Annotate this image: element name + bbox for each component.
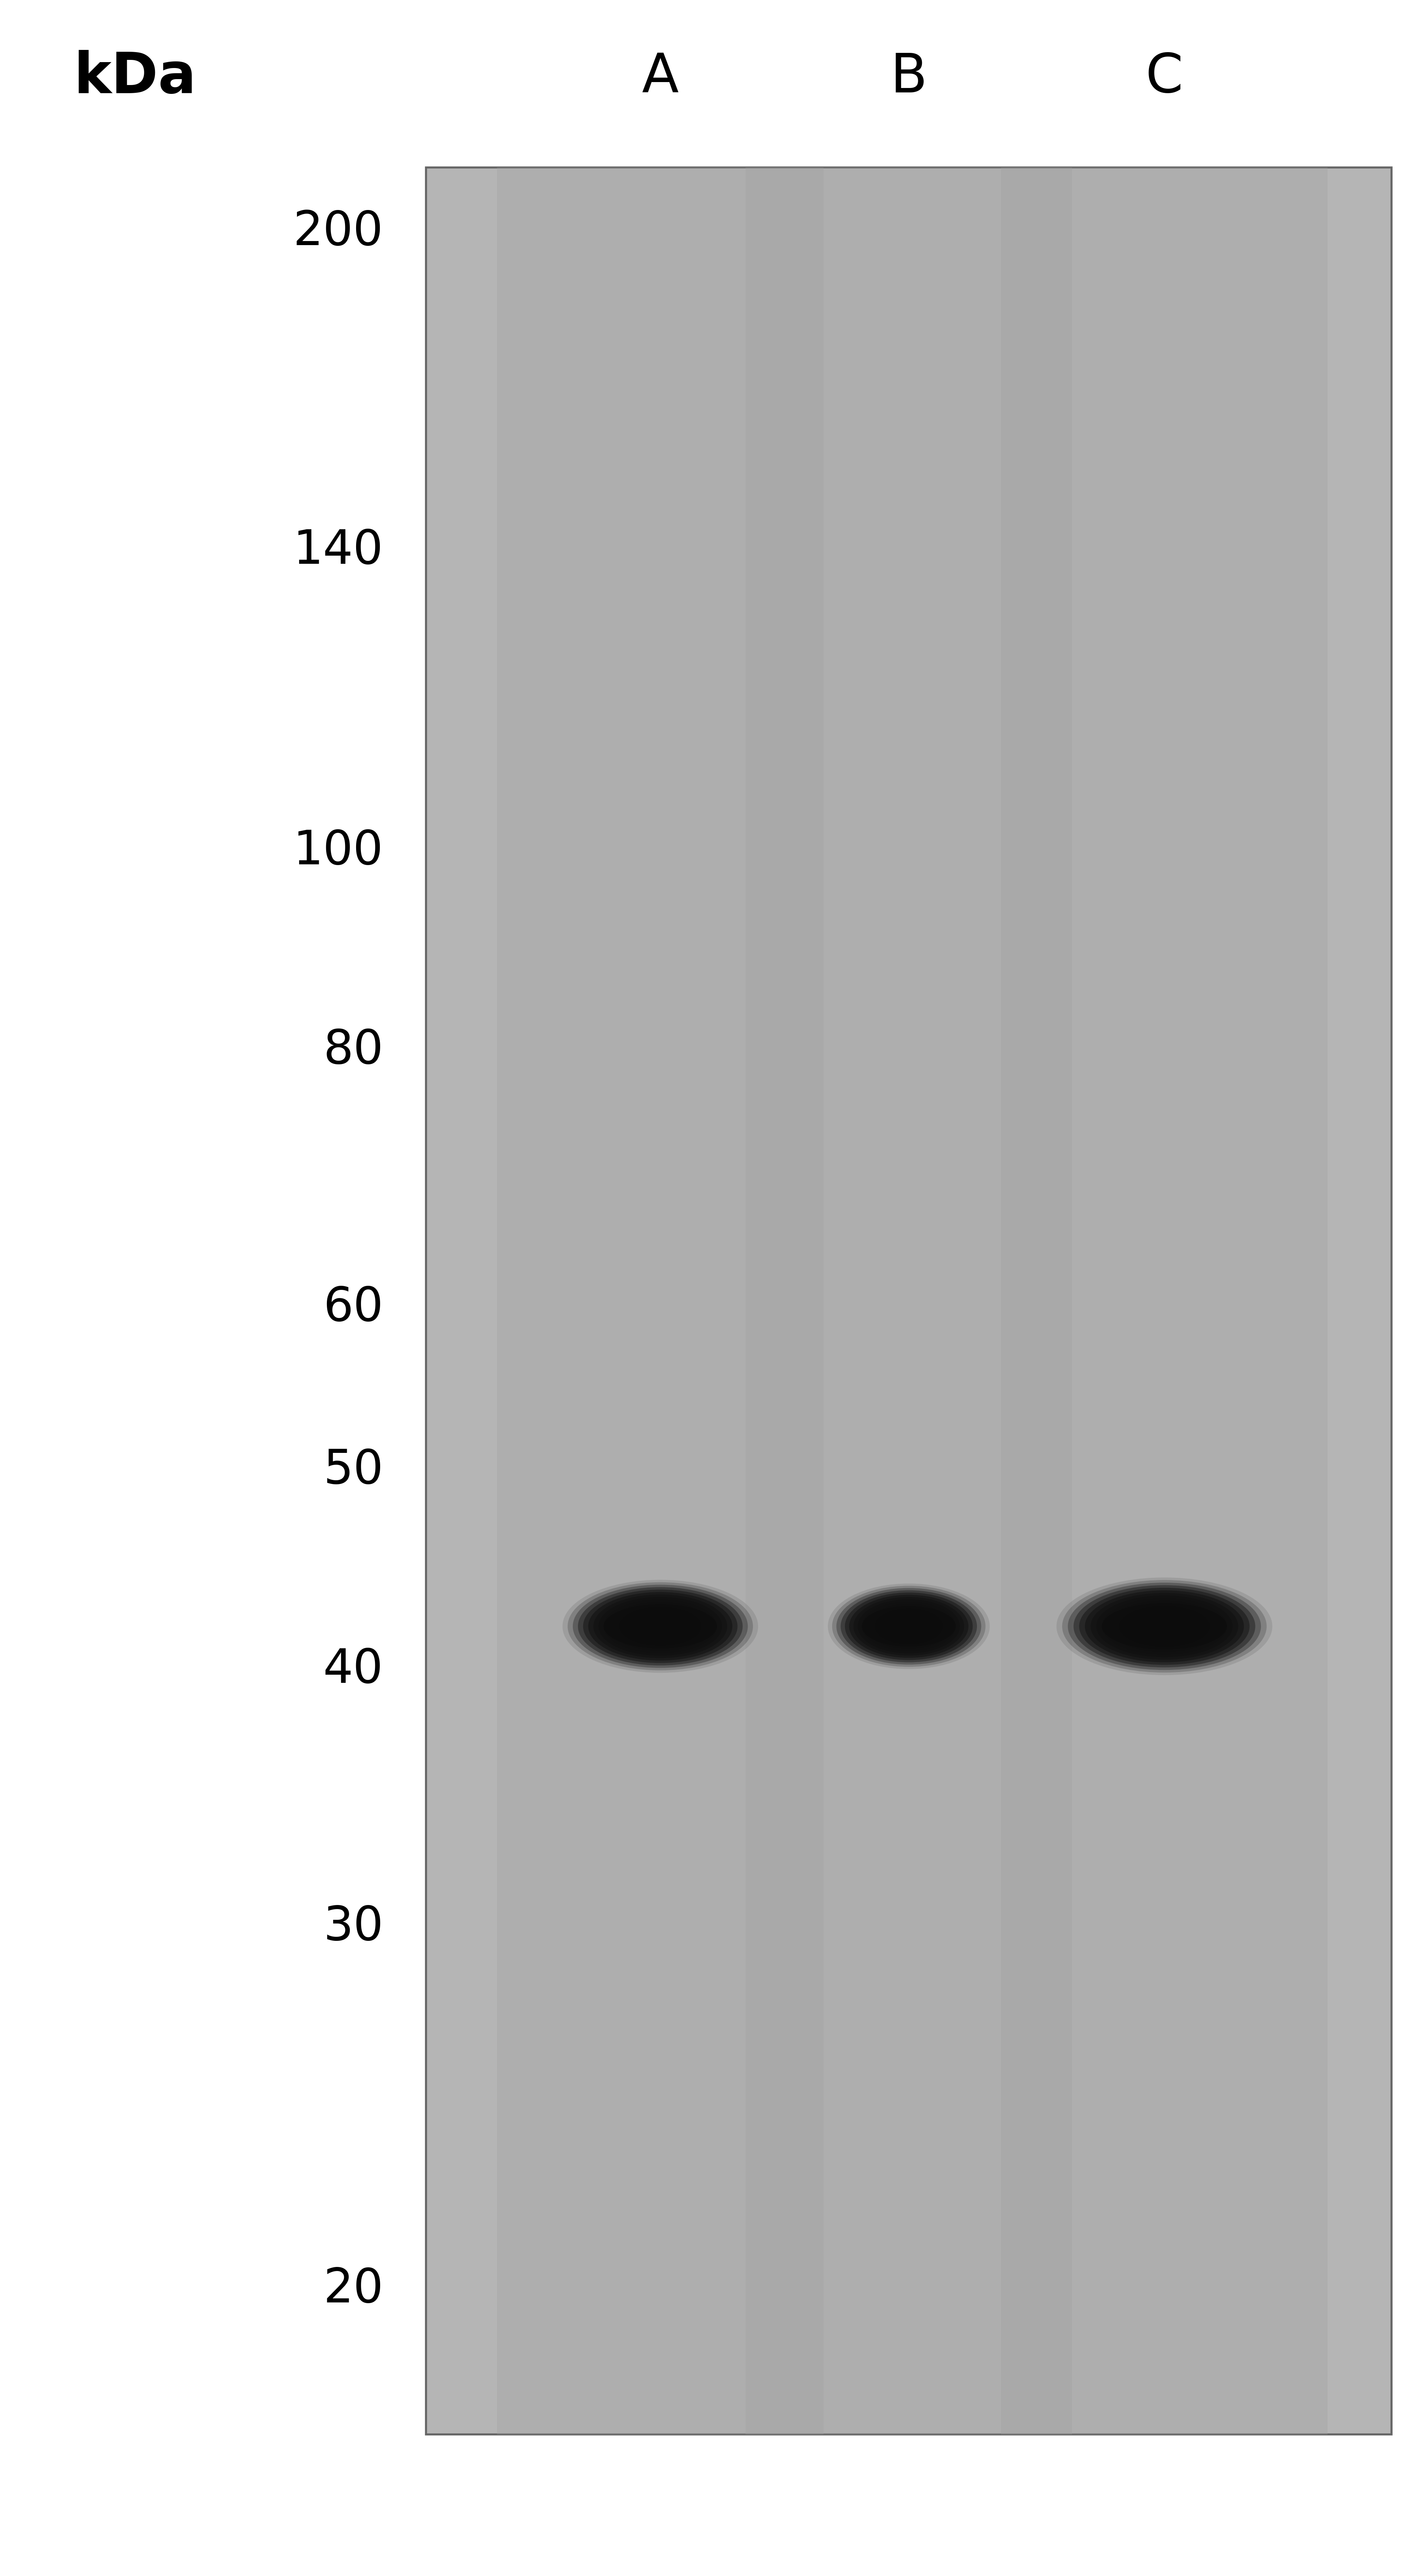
- Ellipse shape: [588, 1592, 733, 1662]
- Ellipse shape: [568, 1582, 753, 1669]
- Ellipse shape: [1130, 1610, 1198, 1641]
- Ellipse shape: [1102, 1602, 1227, 1649]
- Ellipse shape: [599, 1597, 723, 1656]
- Text: 100: 100: [294, 829, 383, 873]
- Ellipse shape: [1085, 1589, 1244, 1662]
- Ellipse shape: [572, 1584, 748, 1667]
- Text: B: B: [890, 52, 927, 103]
- Ellipse shape: [1136, 1613, 1193, 1638]
- Ellipse shape: [629, 1613, 692, 1641]
- Ellipse shape: [905, 1623, 913, 1628]
- Ellipse shape: [858, 1600, 960, 1654]
- Ellipse shape: [578, 1587, 743, 1667]
- Ellipse shape: [1147, 1618, 1181, 1633]
- Ellipse shape: [888, 1615, 930, 1638]
- Text: A: A: [642, 52, 679, 103]
- Ellipse shape: [832, 1587, 985, 1667]
- Ellipse shape: [609, 1602, 711, 1651]
- Text: 80: 80: [324, 1028, 383, 1074]
- Text: kDa: kDa: [74, 49, 196, 106]
- Text: 50: 50: [324, 1448, 383, 1494]
- Ellipse shape: [862, 1605, 956, 1646]
- Ellipse shape: [562, 1579, 758, 1672]
- Ellipse shape: [1142, 1615, 1187, 1636]
- Ellipse shape: [875, 1607, 943, 1643]
- Ellipse shape: [870, 1605, 947, 1646]
- Ellipse shape: [639, 1618, 682, 1636]
- Ellipse shape: [853, 1597, 964, 1656]
- Ellipse shape: [635, 1615, 686, 1638]
- Ellipse shape: [862, 1602, 956, 1651]
- Bar: [1001, 167, 1328, 2434]
- Ellipse shape: [1056, 1577, 1272, 1674]
- Ellipse shape: [604, 1600, 717, 1654]
- Text: 140: 140: [294, 528, 383, 574]
- Ellipse shape: [1108, 1600, 1221, 1651]
- Ellipse shape: [1079, 1587, 1250, 1664]
- Ellipse shape: [836, 1587, 981, 1664]
- Ellipse shape: [1113, 1602, 1216, 1649]
- Ellipse shape: [1068, 1582, 1261, 1669]
- Ellipse shape: [613, 1605, 707, 1649]
- Text: 30: 30: [324, 1904, 383, 1950]
- Bar: [426, 167, 1392, 2434]
- Ellipse shape: [604, 1605, 717, 1649]
- Ellipse shape: [841, 1589, 977, 1662]
- Text: 20: 20: [324, 2267, 383, 2313]
- Bar: [497, 167, 824, 2434]
- Ellipse shape: [879, 1610, 939, 1641]
- Text: C: C: [1146, 52, 1183, 103]
- Ellipse shape: [625, 1610, 696, 1643]
- Ellipse shape: [1159, 1623, 1170, 1628]
- Ellipse shape: [1091, 1592, 1238, 1659]
- Ellipse shape: [1102, 1597, 1227, 1654]
- Ellipse shape: [845, 1592, 973, 1659]
- Text: 200: 200: [294, 209, 383, 255]
- Ellipse shape: [883, 1613, 934, 1641]
- Ellipse shape: [1062, 1579, 1267, 1672]
- Ellipse shape: [645, 1618, 676, 1633]
- Ellipse shape: [900, 1623, 917, 1631]
- Ellipse shape: [1096, 1595, 1233, 1656]
- Ellipse shape: [866, 1605, 951, 1649]
- Ellipse shape: [619, 1607, 701, 1646]
- Ellipse shape: [1074, 1584, 1255, 1667]
- Ellipse shape: [650, 1620, 670, 1631]
- Bar: [746, 167, 1072, 2434]
- Ellipse shape: [892, 1618, 926, 1636]
- Text: 40: 40: [324, 1646, 383, 1692]
- Ellipse shape: [849, 1595, 968, 1659]
- Ellipse shape: [896, 1620, 922, 1633]
- Ellipse shape: [655, 1623, 666, 1628]
- Ellipse shape: [1125, 1607, 1204, 1643]
- Text: 60: 60: [324, 1285, 383, 1332]
- Ellipse shape: [584, 1589, 737, 1664]
- Ellipse shape: [1119, 1605, 1210, 1646]
- Ellipse shape: [1153, 1620, 1176, 1631]
- Ellipse shape: [828, 1584, 990, 1669]
- Ellipse shape: [594, 1595, 727, 1659]
